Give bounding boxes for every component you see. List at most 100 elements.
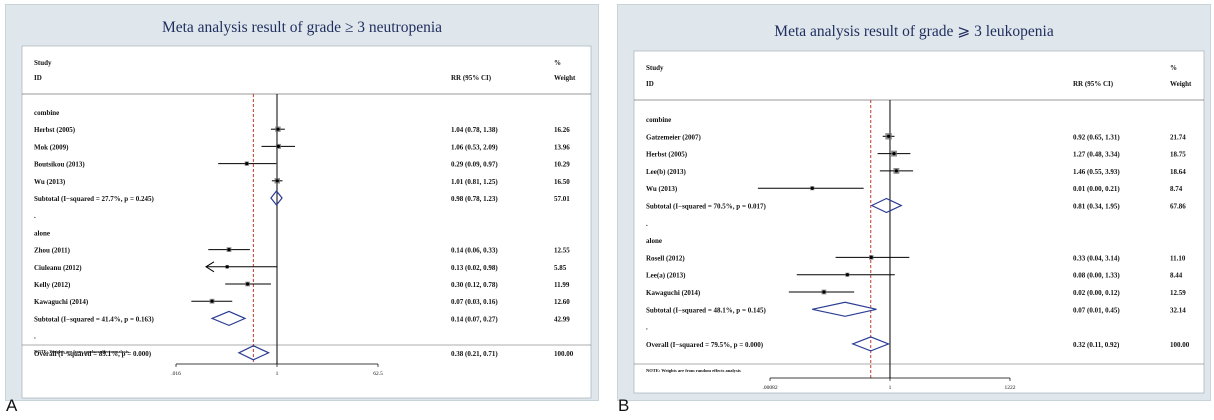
chart-title: Meta analysis result of grade ⩾ 3 leukop… xyxy=(774,23,1054,40)
overall-diamond xyxy=(237,345,271,361)
rr-ci-text: 0.14 (0.06, 0.33) xyxy=(451,247,498,255)
footnote: NOTE: Weights are from random effects an… xyxy=(646,368,741,373)
rr-ci-text: 0.33 (0.04, 3.14) xyxy=(1073,254,1120,262)
rr-ci-text: 0.07 (0.03, 0.16) xyxy=(451,298,498,306)
header-percent: % xyxy=(554,59,561,67)
study-label: Herbst (2005) xyxy=(646,151,688,159)
weight-value: 18.64 xyxy=(1170,168,1186,176)
weight-value: 100.00 xyxy=(1170,341,1190,349)
rr-ci-text: 0.29 (0.09, 0.97) xyxy=(451,161,498,169)
group-label: alone xyxy=(646,237,662,245)
header-rr-ci: RR (95% CI) xyxy=(1073,80,1114,88)
ci-arrow-left xyxy=(205,261,215,273)
rr-ci-text: 1.04 (0.78, 1.38) xyxy=(451,126,498,134)
rr-ci-text: 1.46 (0.55, 3.93) xyxy=(1073,168,1120,176)
rr-ci-text: 0.92 (0.65, 1.31) xyxy=(1073,133,1120,141)
subtotal-diamond xyxy=(870,197,903,214)
point-estimate xyxy=(245,162,249,166)
header-id: ID xyxy=(34,74,42,82)
study-label: Gatzemeier (2007) xyxy=(646,133,702,141)
point-estimate xyxy=(810,186,814,190)
weight-value: 32.14 xyxy=(1170,306,1186,314)
subtotal-label: Subtotal (I−squared = 48.1%, p = 0.145) xyxy=(646,306,766,314)
plot-area xyxy=(633,50,1205,394)
weight-value: 8.44 xyxy=(1170,272,1183,280)
forest-plot-a: Meta analysis result of grade ≥ 3 neutro… xyxy=(21,19,592,399)
weight-value: 12.60 xyxy=(554,298,570,306)
point-estimate xyxy=(245,282,250,286)
weight-value: 18.75 xyxy=(1170,151,1186,159)
forest-panel-b: Meta analysis result of grade ⩾ 3 leukop… xyxy=(617,4,1211,401)
rr-ci-text: 1.06 (0.53, 2.09) xyxy=(451,143,498,151)
weight-value: 11.99 xyxy=(554,281,570,289)
weight-value: 13.96 xyxy=(554,143,570,151)
subtotal-diamond xyxy=(270,190,283,206)
point-estimate xyxy=(892,152,896,156)
subtotal-label: Subtotal (I−squared = 27.7%, p = 0.245) xyxy=(34,195,154,203)
subtotal-label: Subtotal (I−squared = 41.4%, p = 0.163) xyxy=(34,315,154,323)
header-id: ID xyxy=(646,80,654,88)
point-estimate xyxy=(210,299,214,303)
study-label: Rosell (2012) xyxy=(646,254,685,262)
weight-value: 12.55 xyxy=(554,247,570,255)
point-estimate xyxy=(845,273,849,277)
rr-ci-text: 0.01 (0.00, 0.21) xyxy=(1073,185,1120,193)
spacer-dot: . xyxy=(646,220,648,228)
weight-value: 16.26 xyxy=(554,126,570,134)
study-label: Mok (2009) xyxy=(34,143,69,151)
header-study: Study xyxy=(34,59,52,67)
spacer-dot: . xyxy=(34,212,36,220)
rr-ci-text: 0.38 (0.21, 0.71) xyxy=(451,350,498,358)
subtotal-label: Subtotal (I−squared = 70.5%, p = 0.017) xyxy=(646,203,766,211)
plot-area xyxy=(21,45,592,399)
point-estimate xyxy=(225,265,229,269)
weight-value: 10.29 xyxy=(554,161,570,169)
point-estimate xyxy=(869,255,873,259)
rr-ci-text: 0.13 (0.02, 0.98) xyxy=(451,264,498,272)
rr-ci-text: 0.08 (0.00, 1.33) xyxy=(1073,272,1120,280)
header-percent: % xyxy=(1170,64,1177,72)
point-estimate xyxy=(227,248,231,252)
x-tick-label: .00082 xyxy=(762,385,777,391)
study-label: Kawaguchi (2014) xyxy=(34,298,89,306)
weight-value: 67.86 xyxy=(1170,203,1186,211)
study-label: Wu (2013) xyxy=(646,185,678,193)
point-estimate xyxy=(894,169,898,173)
point-estimate xyxy=(276,127,280,131)
weight-value: 100.00 xyxy=(554,350,574,358)
weight-value: 8.74 xyxy=(1170,185,1183,193)
study-label: Wu (2013) xyxy=(34,178,66,186)
x-tick-label: .016 xyxy=(171,371,181,377)
forest-plot-b: Meta analysis result of grade ⩾ 3 leukop… xyxy=(633,23,1205,394)
rr-ci-text: 1.01 (0.81, 1.25) xyxy=(451,178,498,186)
group-label: alone xyxy=(34,229,50,237)
rr-ci-text: 0.32 (0.11, 0.92) xyxy=(1073,341,1120,349)
subtotal-diamond xyxy=(210,310,247,327)
study-label: Ciuleanu (2012) xyxy=(34,264,82,272)
x-tick-label: 1222 xyxy=(1005,385,1016,391)
point-estimate xyxy=(276,144,281,148)
point-estimate xyxy=(886,134,891,138)
header-weight: Weight xyxy=(1170,80,1192,88)
weight-value: 21.74 xyxy=(1170,133,1186,141)
point-estimate xyxy=(275,179,279,183)
header-weight: Weight xyxy=(554,74,576,82)
study-label: Zhou (2011) xyxy=(34,247,71,255)
footnote: NOTE: Weights are from random effects an… xyxy=(34,349,129,354)
weight-value: 57.01 xyxy=(554,195,570,203)
forest-panel-a: Meta analysis result of grade ≥ 3 neutro… xyxy=(5,4,599,401)
chart-title: Meta analysis result of grade ≥ 3 neutro… xyxy=(162,19,442,36)
study-label: Kawaguchi (2014) xyxy=(646,289,701,297)
rr-ci-text: 0.02 (0.00, 0.12) xyxy=(1073,289,1120,297)
rr-ci-text: 0.81 (0.34, 1.95) xyxy=(1073,203,1120,211)
spacer-dot: . xyxy=(34,333,36,341)
spacer-dot: . xyxy=(646,324,648,332)
subtotal-diamond xyxy=(812,301,877,317)
study-label: Herbst (2005) xyxy=(34,126,76,134)
overall-diamond xyxy=(851,336,891,352)
x-tick-label: 1 xyxy=(889,385,892,391)
study-label: Lee(b) (2013) xyxy=(646,168,687,176)
rr-ci-text: 0.07 (0.01, 0.45) xyxy=(1073,306,1120,314)
weight-value: 5.85 xyxy=(554,264,567,272)
weight-value: 16.50 xyxy=(554,178,570,186)
